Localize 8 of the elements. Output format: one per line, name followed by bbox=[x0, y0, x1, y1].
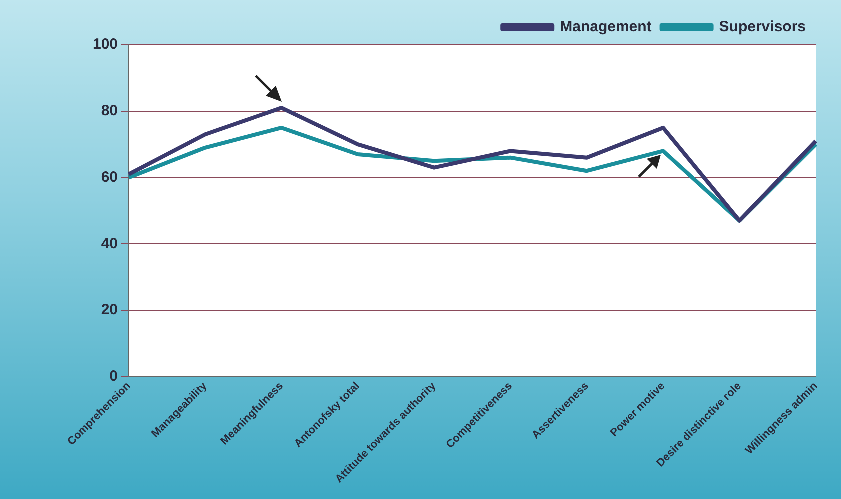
y-tick-label: 60 bbox=[101, 168, 118, 186]
y-tick-label: 100 bbox=[92, 36, 118, 54]
y-tick-label: 0 bbox=[110, 368, 118, 386]
y-tick-label: 80 bbox=[101, 102, 118, 120]
legend-label: Supervisors bbox=[719, 18, 806, 36]
y-tick-label: 20 bbox=[101, 302, 118, 319]
y-tick-label: 40 bbox=[101, 235, 118, 252]
legend-label: Management bbox=[560, 18, 652, 36]
